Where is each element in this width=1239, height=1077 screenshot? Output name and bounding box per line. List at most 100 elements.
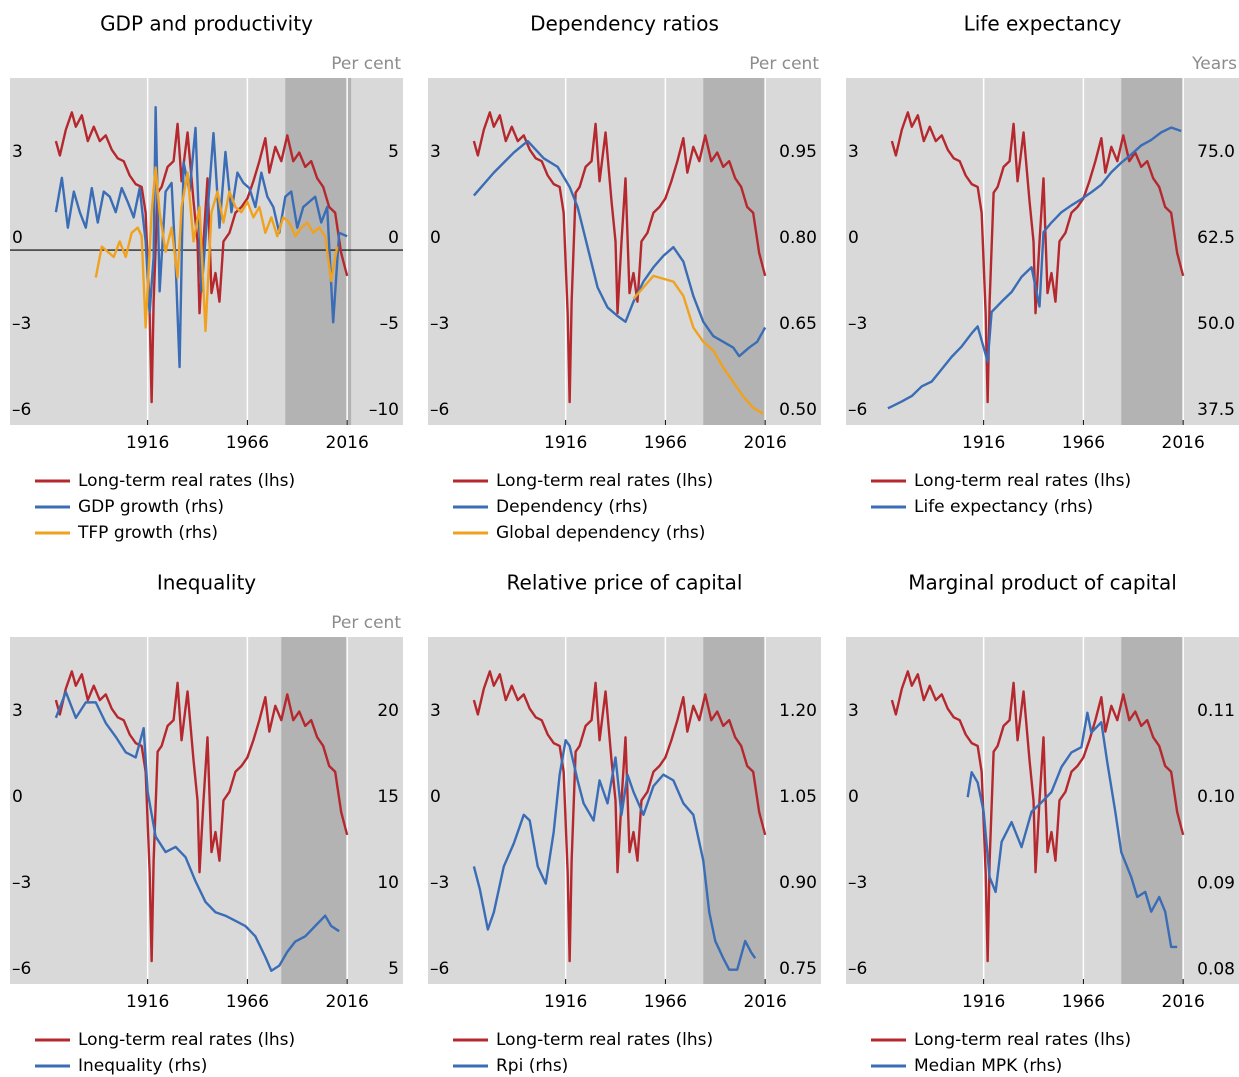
y-tick-label: 0 (848, 787, 859, 807)
series-line (472, 670, 767, 963)
panel-title: GDP and productivity (100, 12, 313, 36)
series-line (887, 126, 1182, 410)
y-tick-label: –6 (430, 959, 449, 979)
x-tick-label: 2016 (1162, 433, 1205, 453)
y-tick-label: –6 (12, 400, 31, 420)
y2-tick-label: 37.5 (1197, 400, 1235, 420)
x-tick-label: 1966 (644, 433, 687, 453)
series-line (472, 111, 767, 404)
y-tick-label: 3 (12, 142, 23, 162)
y-tick-label: 0 (12, 787, 23, 807)
x-tick-label: 1966 (1062, 992, 1105, 1012)
y-tick-label: –6 (848, 400, 867, 420)
highlight-band (281, 637, 348, 984)
highlight-band (703, 78, 766, 425)
y2-tick-label: 1.20 (779, 701, 817, 721)
legend-label: Long-term real rates (lhs) (496, 1030, 713, 1050)
legend-label: Long-term real rates (lhs) (914, 471, 1131, 491)
y-tick-label: 3 (430, 701, 441, 721)
panel-title: Inequality (157, 571, 256, 595)
x-tick-label: 1966 (644, 992, 687, 1012)
legend-label: Long-term real rates (lhs) (496, 471, 713, 491)
y-tick-label: 0 (848, 228, 859, 248)
x-tick-label: 2016 (326, 992, 369, 1012)
y2-tick-label: 15 (377, 787, 399, 807)
y-tick-label: –3 (12, 873, 31, 893)
y2-tick-label: 0.09 (1197, 873, 1235, 893)
y-tick-label: 0 (430, 787, 441, 807)
y2-tick-label: 10 (377, 873, 399, 893)
series-line (54, 690, 340, 972)
x-tick-label: 2016 (744, 433, 787, 453)
y-tick-label: 3 (848, 701, 859, 721)
y2-tick-label: 0.80 (779, 228, 817, 248)
legend-label: Long-term real rates (lhs) (78, 1030, 295, 1050)
series-line (94, 166, 339, 333)
y-tick-label: –3 (12, 314, 31, 334)
highlight-band (1121, 637, 1184, 984)
unit-label: Per cent (749, 54, 819, 74)
unit-label: Per cent (331, 54, 401, 74)
x-tick-label: 1916 (962, 992, 1005, 1012)
series-line (472, 739, 757, 971)
unit-label: Years (1191, 54, 1237, 74)
series-line (632, 274, 764, 415)
legend-label: Long-term real rates (lhs) (78, 471, 295, 491)
y-tick-label: –3 (430, 314, 449, 334)
y-tick-label: 0 (12, 228, 23, 248)
series-line (54, 670, 349, 963)
legend-label: Rpi (rhs) (496, 1056, 568, 1076)
y2-tick-label: 5 (388, 959, 399, 979)
y-tick-label: 3 (12, 701, 23, 721)
legend-label: Inequality (rhs) (78, 1056, 207, 1076)
y-tick-label: 0 (430, 228, 441, 248)
y2-tick-label: 75.0 (1197, 142, 1235, 162)
y2-tick-label: 20 (377, 701, 399, 721)
x-tick-label: 1966 (226, 433, 269, 453)
x-tick-label: 2016 (744, 992, 787, 1012)
x-tick-label: 2016 (1162, 992, 1205, 1012)
unit-label: Per cent (331, 613, 401, 633)
y2-tick-label: 0.95 (779, 142, 817, 162)
y2-tick-label: 0.10 (1197, 787, 1235, 807)
legend-label: GDP growth (rhs) (78, 497, 224, 517)
legend-label: Median MPK (rhs) (914, 1056, 1062, 1076)
y2-tick-label: 0.08 (1197, 959, 1235, 979)
y2-tick-label: 1.05 (779, 787, 817, 807)
y-tick-label: 3 (848, 142, 859, 162)
series-line (890, 670, 1185, 963)
highlight-band (703, 637, 766, 984)
legend-label: Long-term real rates (lhs) (914, 1030, 1131, 1050)
x-tick-label: 2016 (326, 433, 369, 453)
y-tick-label: –3 (430, 873, 449, 893)
panel-title: Dependency ratios (530, 12, 719, 36)
panel-title: Relative price of capital (507, 571, 743, 595)
y2-tick-label: 0.75 (779, 959, 817, 979)
y-tick-label: –6 (430, 400, 449, 420)
x-tick-label: 1916 (544, 433, 587, 453)
y2-tick-label: 62.5 (1197, 228, 1235, 248)
x-tick-label: 1966 (226, 992, 269, 1012)
legend-label: Dependency (rhs) (496, 497, 648, 517)
legend-label: Global dependency (rhs) (496, 523, 705, 543)
y-tick-label: –6 (848, 959, 867, 979)
y-tick-label: –3 (848, 873, 867, 893)
y2-tick-label: –10 (369, 400, 399, 420)
y-tick-label: 3 (430, 142, 441, 162)
legend-label: Life expectancy (rhs) (914, 497, 1093, 517)
series-line (890, 111, 1185, 404)
y-tick-label: –3 (848, 314, 867, 334)
y2-tick-label: 0.65 (779, 314, 817, 334)
y2-tick-label: 0 (388, 228, 399, 248)
series-line (966, 711, 1178, 949)
panel-title: Life expectancy (964, 12, 1122, 36)
legend-label: TFP growth (rhs) (77, 523, 218, 543)
x-tick-label: 1916 (126, 992, 169, 1012)
y2-tick-label: 5 (388, 142, 399, 162)
y2-tick-label: 0.90 (779, 873, 817, 893)
x-tick-label: 1916 (126, 433, 169, 453)
x-tick-label: 1966 (1062, 433, 1105, 453)
x-tick-label: 1916 (544, 992, 587, 1012)
panel-title: Marginal product of capital (908, 571, 1177, 595)
